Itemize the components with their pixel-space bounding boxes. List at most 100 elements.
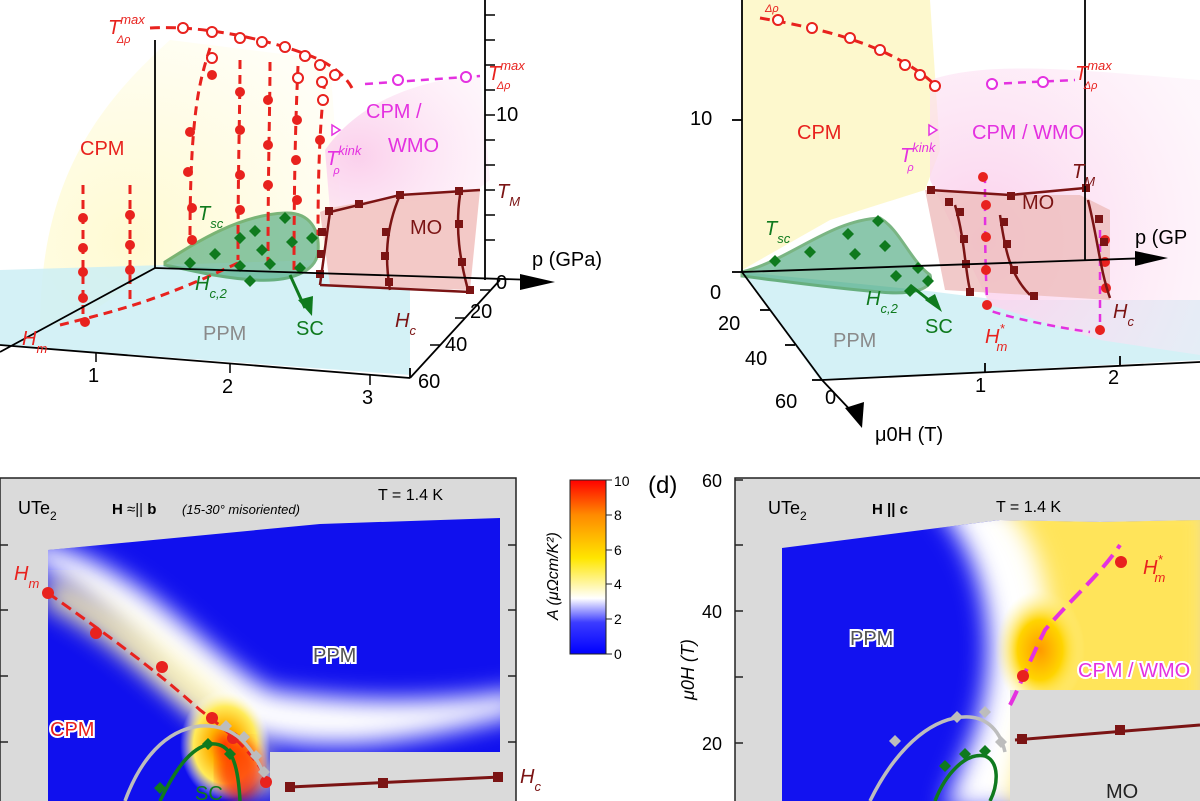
hc-squares-d bbox=[1017, 725, 1125, 744]
h-axis-arrow-r bbox=[845, 402, 864, 428]
axes-3d-right bbox=[732, 0, 1200, 416]
sc-diamonds-c bbox=[154, 738, 236, 794]
mo-region-right bbox=[925, 190, 1110, 300]
tick-h-60-r: 60 bbox=[775, 391, 797, 413]
colorbar-label: A (μΩcm/K²) bbox=[545, 532, 562, 621]
label-cpm-wmo-1: CPM / bbox=[366, 101, 422, 123]
sc-diamonds-d bbox=[939, 745, 991, 772]
d-ylabel: μ0H (T) bbox=[678, 639, 698, 701]
label-hm-star-r: H* m bbox=[985, 321, 1008, 354]
label-cpm-c: CPM bbox=[50, 719, 94, 741]
sc-region-right bbox=[740, 216, 933, 295]
label-tmax-left: Tmax Δρ bbox=[108, 12, 145, 46]
tick-h-20-r: 20 bbox=[718, 313, 740, 335]
label-tm-left: TM bbox=[497, 181, 520, 209]
label-cpm-left: CPM bbox=[80, 138, 124, 160]
tick-h-40-r: 40 bbox=[745, 348, 767, 370]
tmax-line-r bbox=[759, 16, 937, 87]
ppm-region bbox=[0, 265, 410, 375]
hm-star-line-d bbox=[1008, 543, 1122, 706]
open-circles-r bbox=[772, 14, 1049, 92]
p-axis-label-r: p (GP bbox=[1135, 227, 1187, 249]
panel-label-d: (d) bbox=[648, 472, 677, 499]
tick-t-10: 10 bbox=[496, 104, 518, 126]
cb-tick-2: 2 bbox=[614, 611, 622, 627]
colorbar: 10 8 6 4 2 0 A (μΩcm/K²) bbox=[545, 473, 630, 662]
tick-h-0-r: 0 bbox=[825, 387, 836, 409]
label-mo-left: MO bbox=[410, 217, 442, 239]
misorient-note-c: (15-30° misoriented) bbox=[182, 502, 300, 517]
label-ppm-d: PPM bbox=[850, 628, 893, 650]
temperature-d: T = 1.4 K bbox=[996, 499, 1061, 516]
hm-star-dots-d bbox=[1017, 556, 1127, 682]
mo-region bbox=[320, 190, 480, 290]
panel-3d-left: 1 2 3 20 40 60 10 0 p (GPa) CPM CPM / WM… bbox=[0, 0, 602, 409]
p-axis-arrow-r bbox=[1135, 251, 1168, 266]
tick-h-40: 40 bbox=[445, 334, 467, 356]
tick-p-origin: 0 bbox=[496, 272, 507, 294]
axes-3d-left bbox=[0, 0, 536, 379]
kink-triangle-right bbox=[928, 123, 939, 137]
label-hc2-r: Hc,2 bbox=[866, 288, 899, 316]
sc-diamonds-r bbox=[769, 215, 934, 297]
label-mo-r: MO bbox=[1022, 192, 1054, 214]
cb-tick-4: 4 bbox=[614, 576, 622, 592]
cb-tick-6: 6 bbox=[614, 542, 622, 558]
panel-3d-right: 10 0 20 40 60 0 1 2 p (GP μ0H (T) CPM CP… bbox=[690, 0, 1200, 446]
hc-line-d bbox=[1014, 723, 1200, 742]
field-dir-c: H ≈|| b bbox=[112, 501, 156, 518]
open-circles bbox=[177, 22, 472, 106]
gray-curve-c bbox=[123, 724, 264, 801]
sc-arrow-head-r bbox=[925, 294, 942, 312]
material-d: UTe2 bbox=[768, 498, 807, 523]
c-ticks bbox=[0, 544, 516, 743]
colorbar-ticks bbox=[606, 479, 612, 655]
label-sc-r: SC bbox=[925, 316, 953, 338]
d-ticks bbox=[735, 479, 743, 744]
cpm-wmo-region bbox=[325, 75, 490, 210]
sc-diamonds bbox=[184, 212, 318, 287]
tmax-line-right bbox=[364, 74, 481, 86]
sc-arrow-head bbox=[298, 296, 313, 316]
gray-diamonds-c bbox=[220, 720, 270, 778]
cb-tick-8: 8 bbox=[614, 507, 622, 523]
panel-d-heatmap: (d) 60 40 bbox=[648, 471, 1200, 801]
t-axis-ticks bbox=[95, 14, 495, 385]
label-tkink-r: Tkink ρ bbox=[900, 140, 937, 174]
mo-box-d bbox=[1010, 725, 1200, 801]
red-dots bbox=[78, 70, 325, 327]
label-sc-left: SC bbox=[296, 318, 324, 340]
label-tmax-r: Δρ bbox=[764, 3, 779, 15]
hm-star-line bbox=[983, 174, 1091, 334]
label-hm-c: Hm bbox=[14, 563, 39, 591]
material-c: UTe2 bbox=[18, 498, 57, 523]
label-cpm-wmo-r: CPM / WMO bbox=[972, 122, 1084, 144]
label-ppm-c: PPM bbox=[313, 645, 356, 667]
label-ppm-r: PPM bbox=[833, 330, 876, 352]
label-hc-left: Hc bbox=[395, 310, 416, 338]
cpm-region-right bbox=[742, 0, 940, 270]
p-axis-label: p (GPa) bbox=[532, 249, 602, 271]
hc-squares-c bbox=[285, 772, 503, 792]
tick-p-1: 1 bbox=[88, 365, 99, 387]
tick-h-60: 60 bbox=[418, 371, 440, 393]
tick-h-20: 20 bbox=[470, 301, 492, 323]
label-hc-r: Hc bbox=[1113, 301, 1134, 329]
d-tick-40: 40 bbox=[702, 602, 722, 622]
p-axis-arrow bbox=[520, 274, 555, 290]
label-tmax-right: Tmax Δρ bbox=[488, 58, 525, 92]
ppm-region-right bbox=[742, 272, 1200, 380]
label-tkink-left: Tkink ρ bbox=[326, 143, 363, 177]
label-tm-r: TM bbox=[1072, 161, 1095, 189]
label-tmax-r2: Tmax Δρ bbox=[1075, 58, 1112, 92]
label-tsc-r: Tsc bbox=[765, 218, 791, 246]
label-sc-c: SC bbox=[195, 783, 223, 801]
tick-p-3: 3 bbox=[362, 387, 373, 409]
panel-c-heatmap: UTe2 H ≈|| b (15-30° misoriented) T = 1.… bbox=[0, 477, 541, 801]
temperature-c: T = 1.4 K bbox=[378, 487, 443, 504]
label-cpm-wmo-2: WMO bbox=[388, 135, 439, 157]
label-mo-d: MO bbox=[1106, 781, 1138, 801]
label-hc-c: Hc bbox=[520, 766, 541, 794]
label-cpm-r: CPM bbox=[797, 122, 841, 144]
